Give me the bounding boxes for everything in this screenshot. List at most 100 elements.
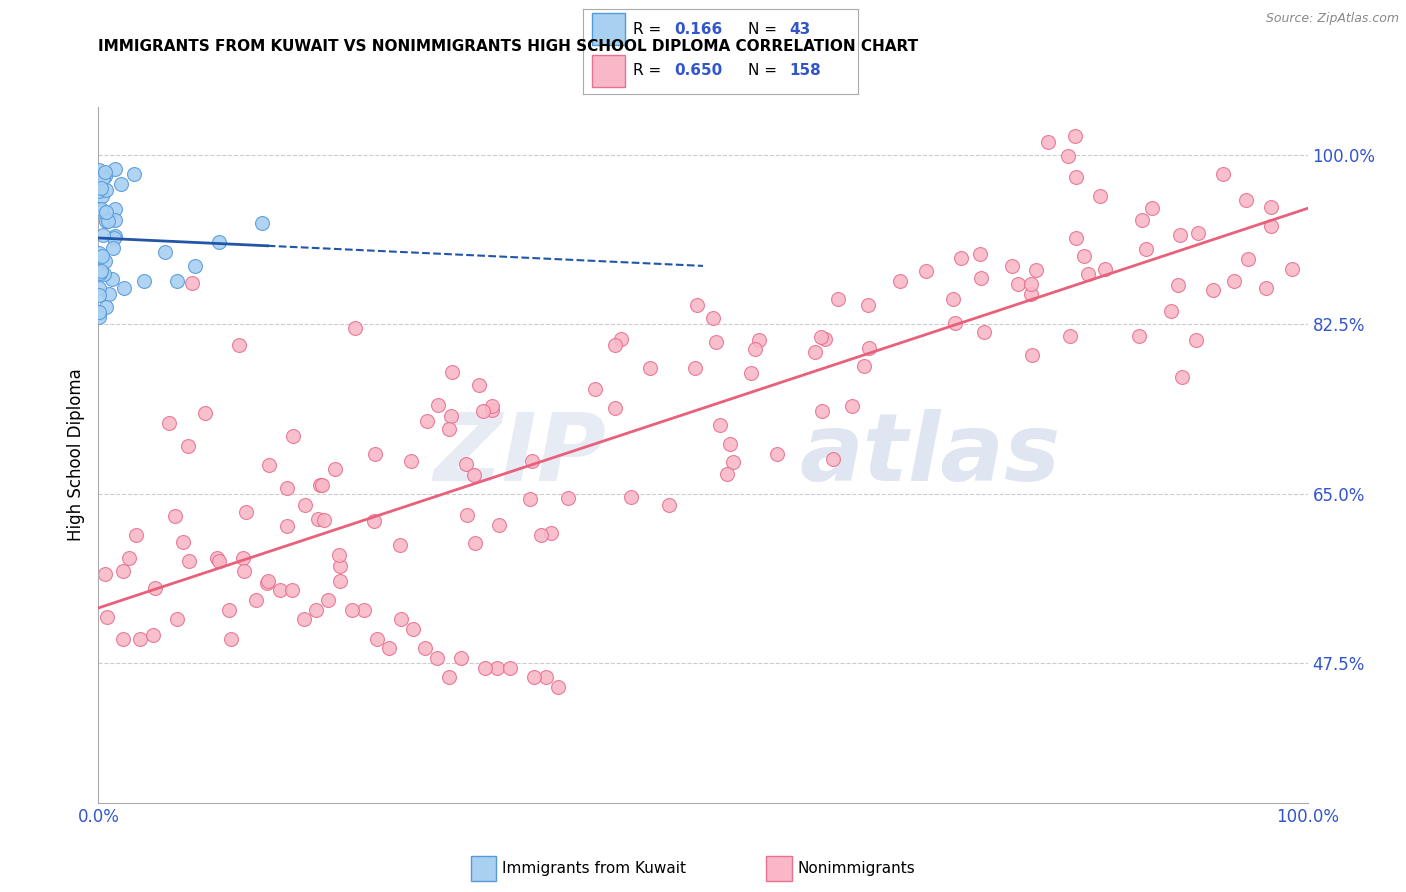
- Point: [94, 183, 117, 197]
- Point: [534, 670, 557, 684]
- Point: [704, 335, 727, 350]
- Point: [104, 213, 127, 227]
- Point: [283, 429, 305, 443]
- Point: [1260, 200, 1282, 214]
- Point: [1059, 328, 1081, 343]
- Point: [90, 203, 112, 218]
- Point: [889, 274, 911, 288]
- Point: [401, 454, 423, 468]
- Point: [194, 406, 217, 420]
- Point: [720, 436, 742, 450]
- Point: [353, 602, 375, 616]
- Point: [1019, 287, 1042, 301]
- Point: [456, 458, 478, 472]
- Point: [180, 276, 202, 290]
- Point: [118, 550, 141, 565]
- Point: [1260, 219, 1282, 233]
- Point: [1021, 348, 1043, 362]
- Point: [471, 403, 494, 417]
- Point: [1064, 169, 1087, 184]
- Point: [256, 574, 278, 588]
- Point: [858, 341, 880, 355]
- Point: [609, 332, 631, 346]
- Point: [172, 534, 194, 549]
- Point: [853, 359, 876, 373]
- Point: [94, 254, 117, 268]
- Point: [530, 527, 553, 541]
- Point: [305, 602, 328, 616]
- Text: Nonimmigrants: Nonimmigrants: [797, 862, 915, 876]
- Point: [766, 447, 789, 461]
- Point: [1185, 333, 1208, 347]
- Point: [1130, 213, 1153, 227]
- Point: [311, 477, 333, 491]
- Point: [440, 365, 463, 379]
- Point: [89, 245, 111, 260]
- Point: [463, 467, 485, 482]
- Point: [112, 281, 135, 295]
- Point: [437, 422, 460, 436]
- Point: [269, 583, 291, 598]
- Point: [276, 481, 298, 495]
- Point: [481, 400, 503, 414]
- Point: [377, 641, 399, 656]
- Point: [1140, 201, 1163, 215]
- Point: [111, 564, 134, 578]
- Point: [464, 536, 486, 550]
- Point: [1001, 259, 1024, 273]
- Point: [456, 508, 478, 522]
- Point: [474, 660, 496, 674]
- Point: [1094, 262, 1116, 277]
- Text: Source: ZipAtlas.com: Source: ZipAtlas.com: [1265, 12, 1399, 25]
- Point: [1063, 128, 1085, 143]
- Point: [97, 214, 120, 228]
- Point: [96, 609, 118, 624]
- Point: [276, 519, 298, 533]
- Point: [1007, 277, 1029, 292]
- Point: [165, 508, 187, 523]
- Point: [605, 401, 627, 415]
- Point: [811, 404, 834, 418]
- Point: [91, 171, 114, 186]
- Point: [439, 409, 461, 423]
- Point: [245, 592, 267, 607]
- Point: [498, 660, 520, 674]
- Point: [112, 632, 135, 646]
- Point: [90, 264, 112, 278]
- Point: [1254, 281, 1277, 295]
- Point: [481, 403, 503, 417]
- Point: [89, 266, 111, 280]
- Point: [973, 326, 995, 340]
- Point: [90, 249, 112, 263]
- Point: [363, 514, 385, 528]
- Point: [388, 538, 411, 552]
- Point: [721, 455, 744, 469]
- Point: [89, 288, 111, 302]
- Point: [1073, 249, 1095, 263]
- Point: [344, 321, 367, 335]
- Point: [810, 330, 832, 344]
- Point: [1212, 167, 1234, 181]
- Point: [426, 651, 449, 665]
- Point: [103, 231, 125, 245]
- Point: [519, 491, 541, 506]
- Point: [143, 582, 166, 596]
- Point: [540, 525, 562, 540]
- Point: [87, 306, 110, 320]
- Point: [520, 453, 543, 467]
- Point: [235, 505, 257, 519]
- Point: [1019, 277, 1042, 291]
- Point: [342, 602, 364, 616]
- Point: [312, 513, 335, 527]
- Text: 43: 43: [789, 21, 810, 37]
- Point: [157, 416, 180, 430]
- Point: [1281, 262, 1303, 277]
- Point: [748, 333, 770, 347]
- Point: [100, 272, 122, 286]
- Text: N =: N =: [748, 21, 778, 37]
- Point: [93, 164, 115, 178]
- Point: [101, 241, 124, 255]
- Point: [177, 554, 200, 568]
- Point: [250, 216, 273, 230]
- Point: [1128, 329, 1150, 343]
